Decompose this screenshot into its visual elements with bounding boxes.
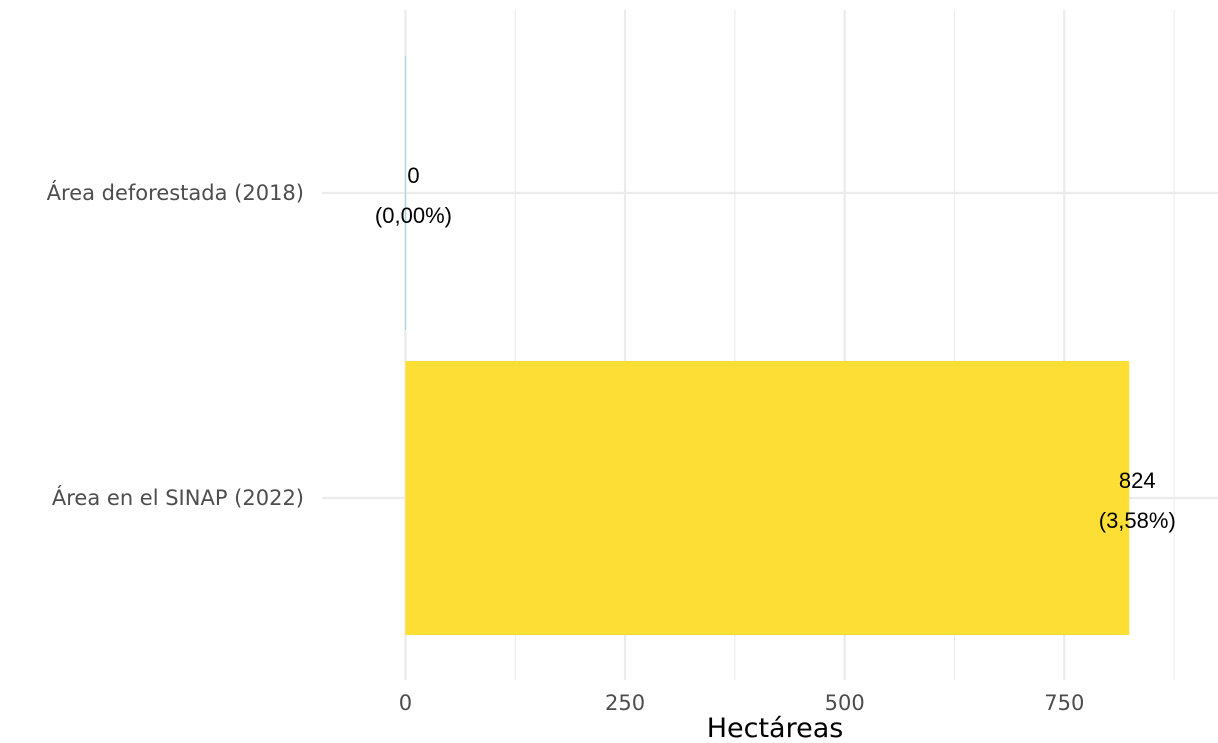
category-label-0: Área deforestada (2018) xyxy=(47,180,304,205)
x-tick-label-3: 750 xyxy=(1044,691,1084,715)
x-tick-label-0: 0 xyxy=(399,691,412,715)
x-tick-labels: 0 250 500 750 xyxy=(399,691,1085,715)
category-label-1: Área en el SINAP (2022) xyxy=(52,485,304,510)
bars xyxy=(404,56,1130,635)
category-labels: Área deforestada (2018) Área en el SINAP … xyxy=(47,180,304,510)
bar-0 xyxy=(404,56,407,330)
data-label-value-1: 824 xyxy=(1119,468,1156,493)
x-tick-label-1: 250 xyxy=(605,691,645,715)
data-labels: 0 (0,00%) 824 (3,58%) xyxy=(375,163,1176,533)
bar-1 xyxy=(405,361,1130,635)
data-label-value-0: 0 xyxy=(407,163,419,188)
data-label-percent-1: (3,58%) xyxy=(1099,508,1176,533)
x-axis-label: Hectáreas xyxy=(707,713,844,743)
x-tick-label-2: 500 xyxy=(825,691,865,715)
data-label-percent-0: (0,00%) xyxy=(375,203,452,228)
